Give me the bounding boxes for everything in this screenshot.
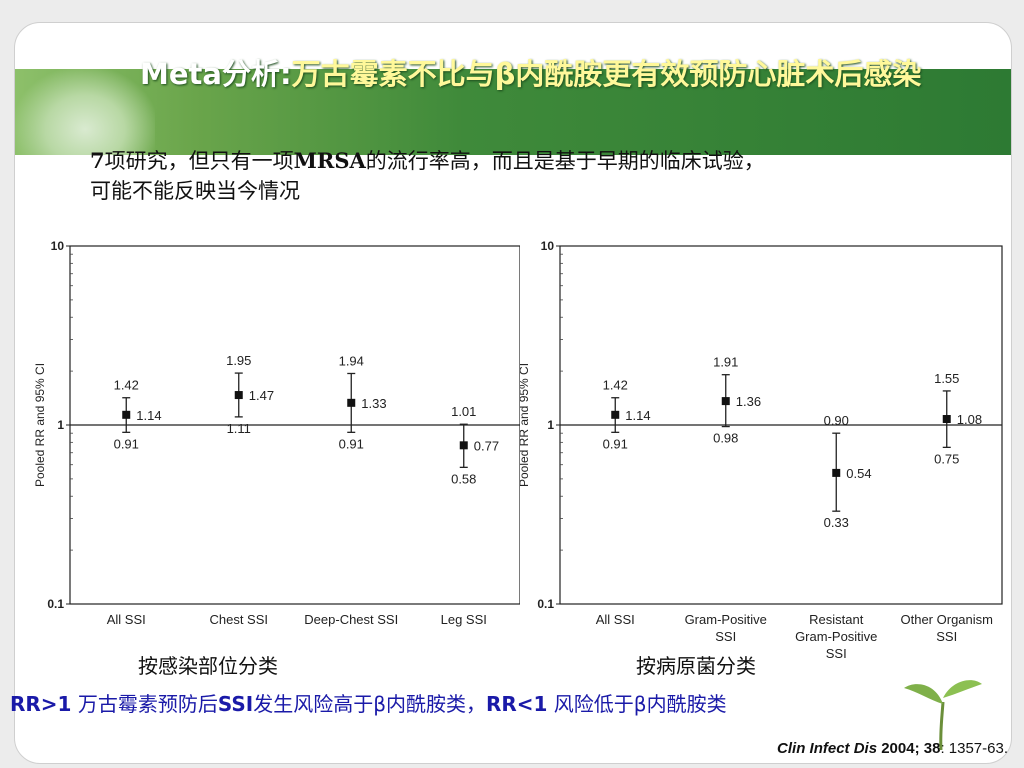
- category-label: Deep-Chest SSI: [304, 612, 398, 627]
- rr-ssi: SSI: [217, 692, 254, 716]
- ci-lower-label: 0.91: [339, 436, 364, 451]
- title-cn: 万古霉素不比与β内酰胺更有效预防心脏术后感染: [291, 57, 922, 91]
- ci-upper-label: 1.42: [114, 378, 139, 393]
- rr-point-marker: [832, 468, 841, 477]
- rr-point-marker: [122, 410, 131, 419]
- subtitle-count: 7: [90, 148, 105, 173]
- caption-by-pathogen: 按病原菌分类: [636, 654, 756, 678]
- rr-explanation: RR>1 万古霉素预防后SSI发生风险高于β内酰胺类，RR<1 风险低于β内酰胺…: [10, 688, 727, 717]
- rr-value-label: 1.14: [136, 408, 161, 423]
- ci-upper-label: 1.95: [226, 353, 251, 368]
- sprout-hands-image: [15, 69, 155, 155]
- rr-text-a: 万古霉素预防后: [71, 692, 218, 716]
- citation-year: 2004; 38: [877, 740, 941, 757]
- rr-value-label: 0.77: [474, 438, 499, 453]
- y-tick-label: 10: [541, 239, 555, 253]
- ci-upper-label: 1.94: [339, 353, 364, 368]
- subtitle: 7项研究，但只有一项MRSA的流行率高，而且是基于早期的临床试验， 可能不能反映…: [82, 146, 1002, 206]
- category-label: Gram-Positive: [795, 629, 877, 644]
- y-tick-label: 1: [547, 418, 554, 432]
- ci-upper-label: 1.42: [603, 378, 628, 393]
- ci-upper-label: 0.90: [824, 413, 849, 428]
- rr-lt-label: RR<1: [485, 692, 548, 716]
- category-label: Other Organism: [901, 612, 993, 627]
- ci-lower-label: 0.91: [603, 436, 628, 451]
- y-axis-label: Pooled RR and 95% CI: [517, 363, 531, 487]
- ci-lower-label: 1.11: [227, 421, 251, 436]
- sprout-icon: [904, 680, 982, 751]
- rr-point-marker: [347, 398, 356, 407]
- category-label: Resistant: [809, 612, 864, 627]
- category-label: All SSI: [596, 612, 635, 627]
- rr-text-c: 风险低于β内酰胺类: [547, 692, 727, 716]
- subtitle-text-a: 项研究，但只有一项: [104, 149, 294, 173]
- category-label: SSI: [936, 629, 957, 644]
- category-label: All SSI: [107, 612, 146, 627]
- ci-lower-label: 0.98: [713, 431, 738, 446]
- slide-title: Meta分析:万古霉素不比与β内酰胺更有效预防心脏术后感染: [140, 56, 960, 92]
- y-tick-label: 1: [57, 418, 64, 432]
- category-label: Leg SSI: [441, 612, 487, 627]
- caption-by-site: 按感染部位分类: [138, 654, 278, 678]
- rr-point-marker: [611, 410, 620, 419]
- rr-value-label: 0.54: [846, 466, 871, 481]
- rr-value-label: 1.33: [361, 396, 386, 411]
- category-label: Chest SSI: [209, 612, 268, 627]
- title-en: Meta: [140, 57, 222, 91]
- title-banner: [15, 69, 1011, 155]
- y-axis-label: Pooled RR and 95% CI: [33, 363, 47, 487]
- subtitle-line2: 可能不能反映当今情况: [90, 179, 300, 203]
- category-label: Gram-Positive: [685, 612, 767, 627]
- category-label: SSI: [715, 629, 736, 644]
- subtitle-mrsa: MRSA: [293, 148, 366, 173]
- ci-upper-label: 1.01: [451, 404, 476, 419]
- y-tick-label: 0.1: [47, 597, 64, 611]
- ci-upper-label: 1.91: [713, 355, 738, 370]
- y-tick-label: 10: [51, 239, 65, 253]
- rr-text-b: 发生风险高于β内酰胺类，: [253, 692, 486, 716]
- citation-journal: Clin Infect Dis: [777, 740, 878, 757]
- rr-value-label: 1.47: [249, 388, 274, 403]
- ci-lower-label: 0.91: [114, 436, 139, 451]
- forest-plot-by-site: 10 1 0.1 Pooled RR and 95% CI 1.14 1.42 0.91 Al…: [33, 239, 520, 627]
- rr-value-label: 1.14: [625, 408, 650, 423]
- title-cn-prefix: 分析:: [221, 57, 292, 91]
- rr-point-marker: [459, 441, 468, 450]
- rr-point-marker: [721, 397, 730, 406]
- subtitle-text-b: 的流行率高，而且是基于早期的临床试验，: [365, 149, 765, 173]
- rr-point-marker: [942, 415, 951, 424]
- ci-upper-label: 1.55: [934, 371, 959, 386]
- ci-lower-label: 0.75: [934, 451, 959, 466]
- citation: Clin Infect Dis 2004; 38: 1357-63.: [777, 740, 1008, 757]
- citation-pages: : 1357-63.: [940, 740, 1008, 757]
- forest-plot-by-pathogen: 10 1 0.1 Pooled RR and 95% CI 1.14 1.42 0.91 Al…: [517, 239, 1003, 661]
- ci-lower-label: 0.58: [451, 471, 476, 486]
- y-tick-label: 0.1: [537, 597, 554, 611]
- rr-value-label: 1.36: [736, 394, 761, 409]
- category-label: SSI: [826, 646, 847, 661]
- rr-gt-label: RR>1: [10, 692, 72, 716]
- rr-point-marker: [234, 391, 243, 400]
- rr-value-label: 1.08: [957, 412, 982, 427]
- slide: [14, 22, 1012, 764]
- ci-lower-label: 0.33: [824, 515, 849, 530]
